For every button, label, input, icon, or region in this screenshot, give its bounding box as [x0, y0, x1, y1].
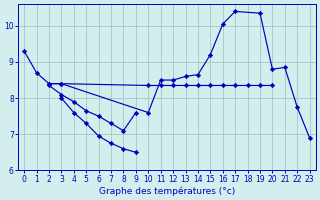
X-axis label: Graphe des températures (°c): Graphe des températures (°c): [99, 186, 235, 196]
